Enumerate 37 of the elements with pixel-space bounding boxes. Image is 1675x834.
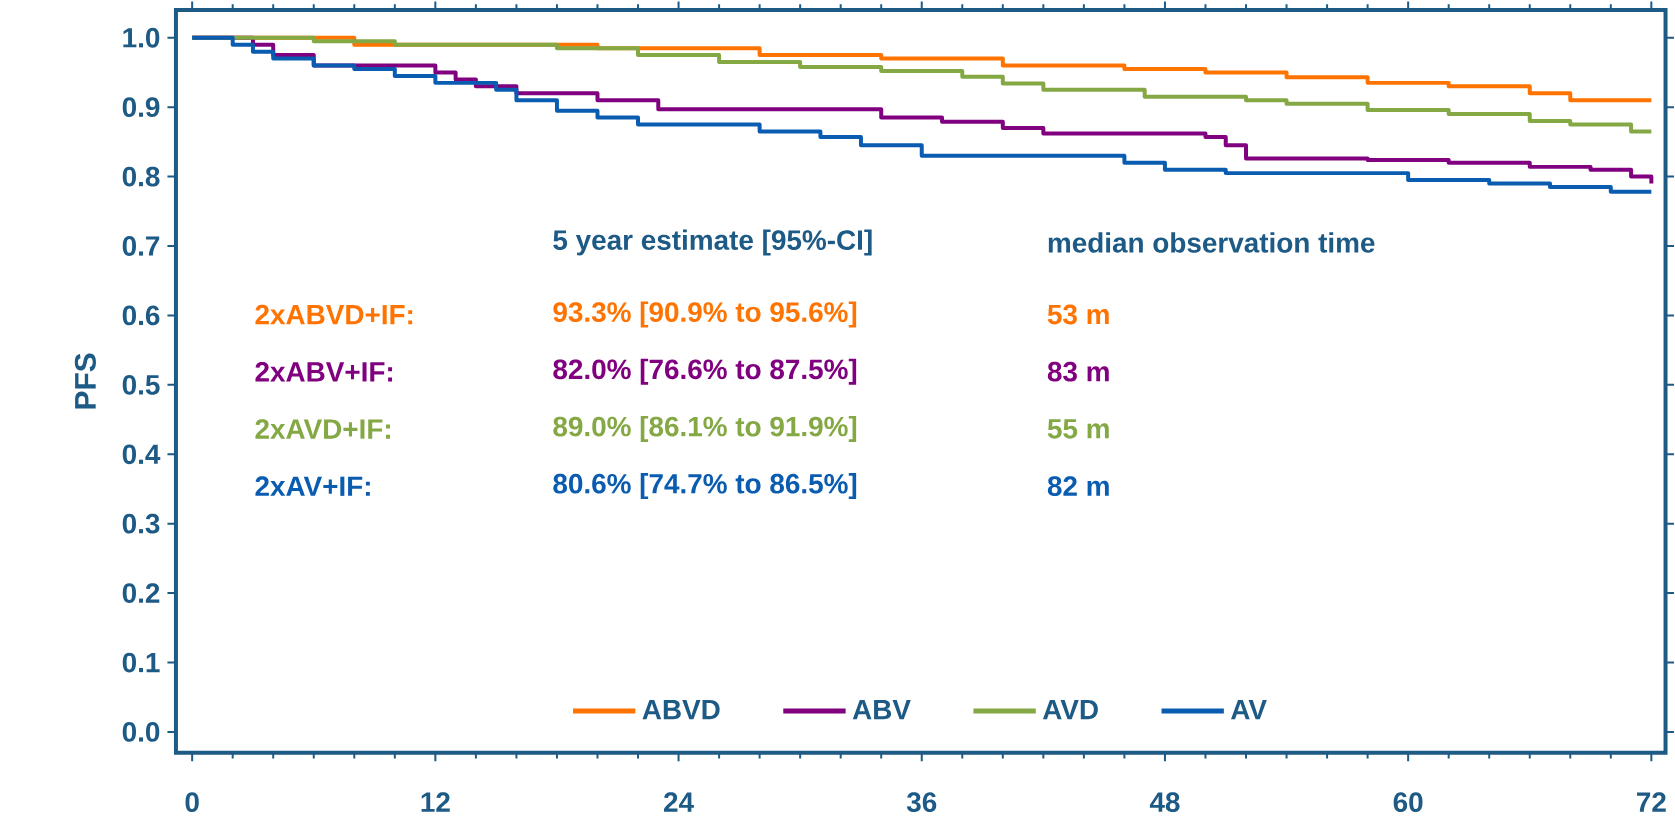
x-tick-label: 60 bbox=[1393, 792, 1423, 813]
legend-label: ABVD bbox=[642, 700, 720, 720]
annotation: 2xABVD+IF: bbox=[255, 304, 413, 325]
annotation: 53 m bbox=[1047, 304, 1109, 325]
y-tick-label: 0.8 bbox=[122, 166, 160, 187]
annotation: 55 m bbox=[1047, 419, 1109, 439]
y-tick-label: 0.0 bbox=[122, 722, 160, 742]
legend-label: AV bbox=[1231, 700, 1267, 720]
annotation: 93.3% [90.9% to 95.6%] bbox=[553, 301, 857, 328]
x-tick-label: 12 bbox=[421, 792, 450, 812]
y-tick-label: 0.3 bbox=[122, 513, 160, 534]
y-axis-title: PFS bbox=[74, 353, 96, 409]
y-tick-label: 0.9 bbox=[122, 97, 160, 118]
y-tick-label: 0.5 bbox=[122, 375, 160, 395]
legend-label: ABV bbox=[852, 700, 911, 720]
y-tick-label: 0.7 bbox=[122, 236, 160, 257]
y-tick-label: 0.6 bbox=[122, 305, 160, 326]
annotation: 82 m bbox=[1047, 476, 1109, 497]
y-tick-label: 0.4 bbox=[122, 444, 161, 465]
y-tick-label: 0.1 bbox=[122, 652, 160, 673]
annotation: 89.0% [86.1% to 91.9%] bbox=[553, 416, 857, 443]
annotation: 2xAVD+IF: bbox=[255, 419, 390, 439]
y-tick-label: 0.2 bbox=[122, 583, 160, 604]
y-tick-label: 1.0 bbox=[123, 27, 160, 48]
legend-label: AVD bbox=[1042, 700, 1098, 720]
annotation: 80.6% [74.7% to 86.5%] bbox=[553, 473, 857, 500]
annotation: median observation time bbox=[1048, 232, 1375, 253]
annotation: 2xAV+IF: bbox=[255, 476, 370, 496]
annotation: 82.0% [76.6% to 87.5%] bbox=[553, 358, 857, 385]
x-tick-label: 24 bbox=[664, 792, 694, 812]
x-tick-label: 48 bbox=[1149, 792, 1180, 813]
annotation: 2xABV+IF: bbox=[255, 362, 393, 382]
annotation: 5 year estimate [95%-CI] bbox=[553, 229, 872, 256]
annotation: 83 m bbox=[1047, 361, 1109, 382]
x-tick-label: 0 bbox=[185, 792, 199, 813]
x-tick-label: 72 bbox=[1637, 792, 1666, 812]
x-tick-label: 36 bbox=[906, 792, 937, 813]
